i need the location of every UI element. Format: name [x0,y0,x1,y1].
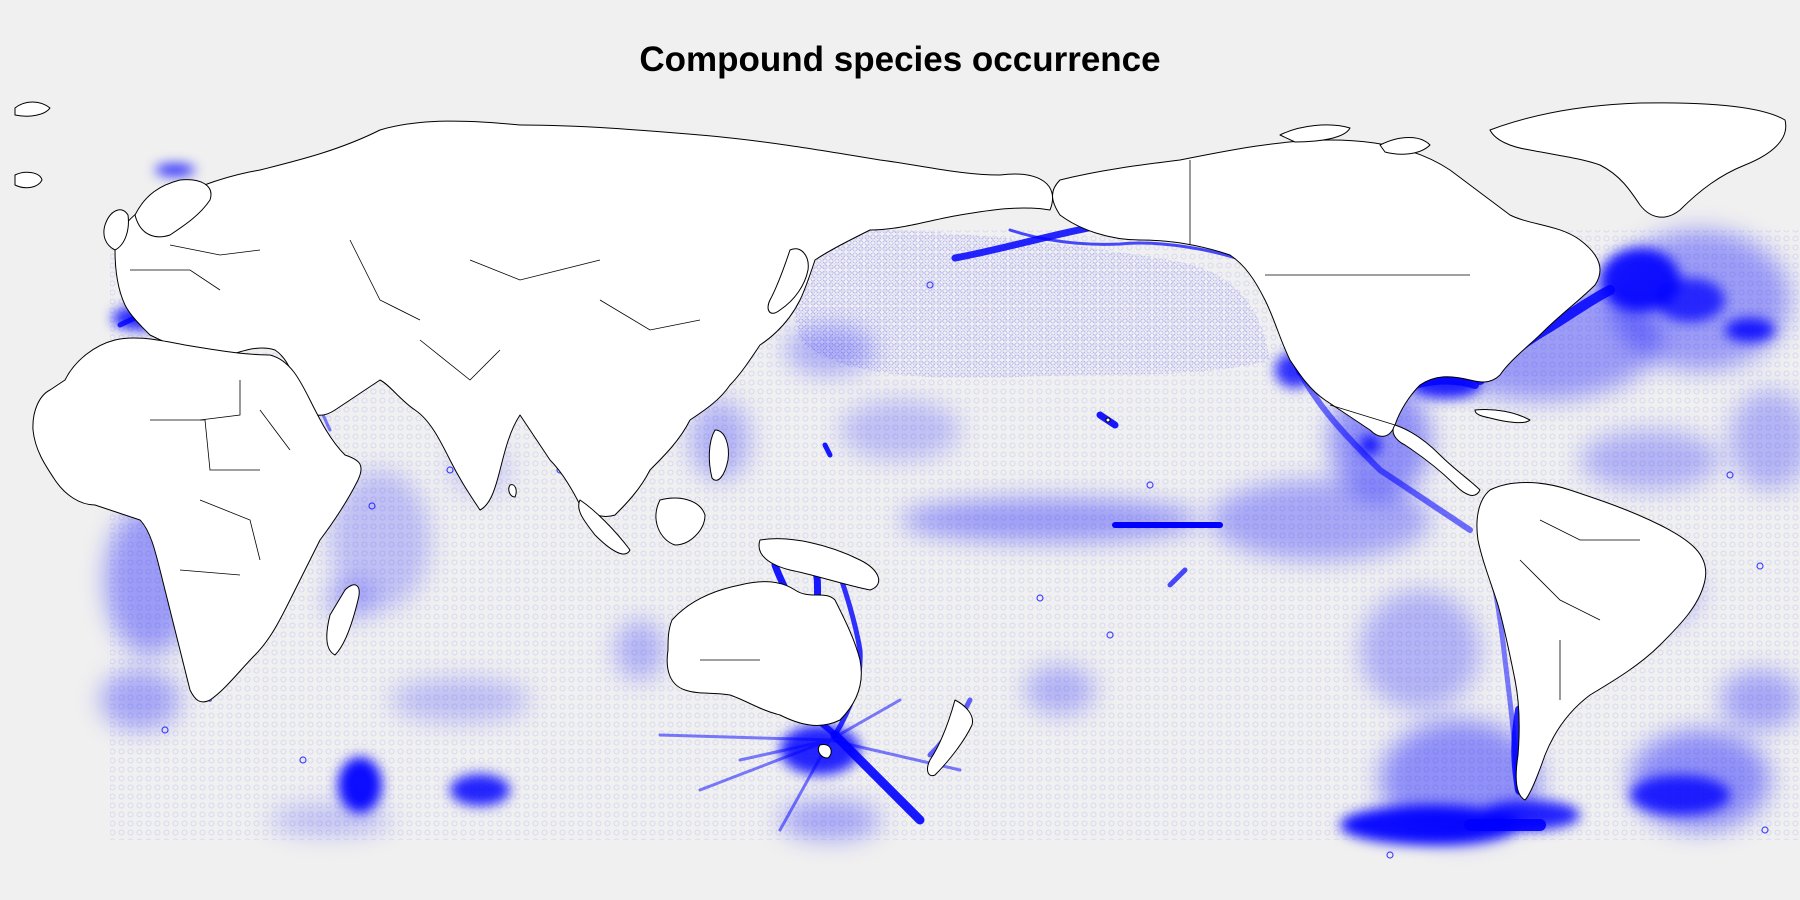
land-layer [14,101,1787,801]
land-borneo [655,497,706,546]
land-greenland [1489,102,1787,218]
land-sumatra [578,499,631,555]
land-new-guinea [758,538,880,591]
land-scandinavia [134,179,212,238]
land-australia [666,581,862,726]
land-africa [32,337,362,703]
land-britain [103,209,129,251]
borders-layer [130,160,1640,700]
land-philippines [708,429,729,481]
map-title: Compound species occurrence [639,40,1161,79]
land-south-america [1476,482,1707,801]
land-new-zealand [927,699,974,777]
land-japan [767,248,809,314]
land-central-america [1392,424,1481,496]
land-madagascar [326,584,360,656]
occurrence-north-pacific [794,229,1270,379]
